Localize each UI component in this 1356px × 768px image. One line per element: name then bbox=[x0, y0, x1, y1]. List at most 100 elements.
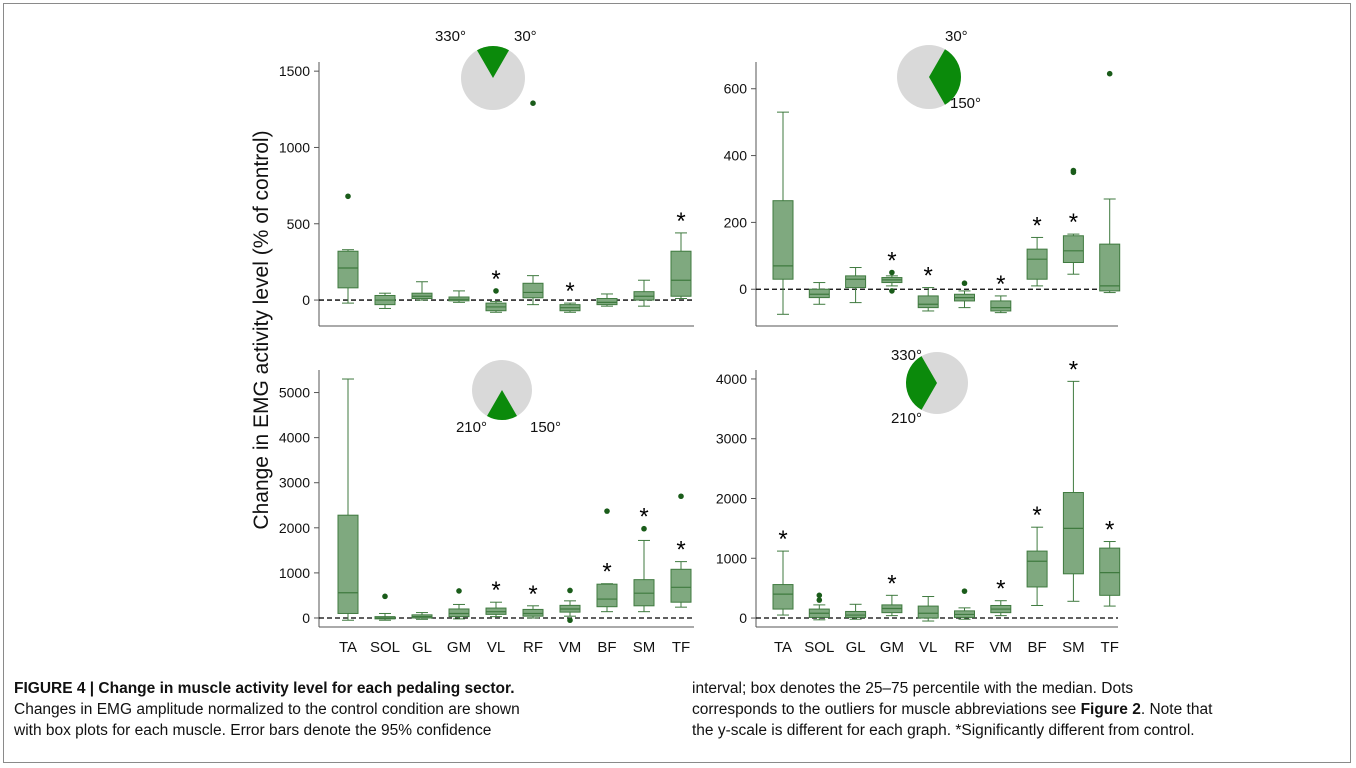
x-tick-label-GL: GL bbox=[412, 639, 432, 656]
significance-asterisk: * bbox=[1069, 356, 1078, 383]
y-tick-label: 500 bbox=[287, 216, 311, 232]
x-tick-label-TA: TA bbox=[774, 639, 792, 656]
box-BF: * bbox=[1026, 212, 1048, 287]
y-tick-label: 3000 bbox=[279, 475, 310, 491]
y-tick-label: 3000 bbox=[716, 431, 747, 447]
outlier-dot bbox=[1106, 70, 1113, 77]
x-tick-label-TF: TF bbox=[672, 639, 690, 656]
y-tick-label: 0 bbox=[302, 292, 310, 308]
iqr-box bbox=[1026, 248, 1048, 280]
sector-pie: 210° 150° bbox=[456, 360, 561, 436]
outlier-dot bbox=[493, 288, 499, 294]
outlier-dot bbox=[530, 100, 536, 107]
significance-asterisk: * bbox=[996, 576, 1005, 603]
box-TF: * bbox=[670, 493, 692, 608]
pie-sector bbox=[477, 45, 509, 78]
panel-top-left: 0 500 1000 1500 * * * 330° 30° bbox=[279, 28, 694, 327]
iqr-box bbox=[772, 584, 794, 610]
iqr-box bbox=[670, 250, 692, 297]
box-BF: * bbox=[1026, 502, 1048, 606]
iqr-box bbox=[1099, 243, 1121, 292]
box-VL: * bbox=[917, 263, 939, 312]
x-tick-label-VL: VL bbox=[919, 639, 937, 656]
pie-sector bbox=[929, 49, 961, 105]
panel-bottom-right: 0 1000 2000 3000 4000 * TA SOL GL * GM VL RF * VM * BF * S… bbox=[716, 347, 1121, 656]
box-SOL bbox=[374, 593, 396, 621]
box-BF bbox=[596, 293, 618, 307]
outlier-dot bbox=[961, 588, 968, 594]
box-VM bbox=[559, 587, 581, 624]
iqr-box bbox=[596, 298, 618, 306]
outlier-dot bbox=[641, 525, 647, 532]
caption-right: interval; box denotes the 25–75 percenti… bbox=[692, 678, 1312, 741]
significance-asterisk: * bbox=[887, 570, 896, 597]
caption-line-5: the y-scale is different for each graph.… bbox=[692, 722, 1195, 739]
outlier-dot bbox=[567, 587, 573, 594]
y-axis-label: Change in EMG activity level (% of contr… bbox=[250, 130, 273, 529]
figure-4-chart: Change in EMG activity level (% of contr… bbox=[250, 28, 1121, 656]
box-TA bbox=[337, 193, 359, 304]
iqr-box bbox=[448, 608, 470, 618]
iqr-box bbox=[522, 282, 544, 299]
y-tick-label: 4000 bbox=[716, 371, 747, 387]
outlier-dot bbox=[604, 508, 610, 514]
y-tick-label: 0 bbox=[302, 610, 310, 626]
box-VM: * bbox=[559, 278, 581, 313]
sector-angle-label: 30° bbox=[514, 28, 537, 45]
box-GL bbox=[845, 603, 867, 620]
y-tick-label: 5000 bbox=[279, 385, 310, 401]
outlier-dot bbox=[678, 493, 684, 500]
sector-angle-label: 150° bbox=[530, 419, 561, 436]
significance-asterisk: * bbox=[1032, 502, 1041, 529]
caption-line-3: interval; box denotes the 25–75 percenti… bbox=[692, 680, 1134, 697]
sector-angle-label: 330° bbox=[435, 28, 466, 45]
box-GL bbox=[411, 281, 433, 301]
x-tick-label-BF: BF bbox=[1028, 639, 1047, 656]
x-tick-label-TF: TF bbox=[1101, 639, 1119, 656]
x-tick-label-GL: GL bbox=[846, 639, 866, 656]
significance-asterisk: * bbox=[996, 271, 1005, 298]
box-VM: * bbox=[990, 576, 1012, 617]
x-tick-label-RF: RF bbox=[955, 639, 975, 656]
box-GM: * bbox=[881, 248, 903, 294]
box-VL: * bbox=[485, 577, 507, 618]
x-tick-label-VM: VM bbox=[990, 639, 1013, 656]
pie-sector bbox=[487, 390, 517, 421]
x-tick-label-VM: VM bbox=[559, 639, 582, 656]
caption-line-2: with box plots for each muscle. Error ba… bbox=[14, 722, 492, 739]
sector-angle-label: 330° bbox=[891, 347, 922, 364]
y-tick-label: 2000 bbox=[716, 491, 747, 507]
box-SOL bbox=[808, 282, 830, 305]
significance-asterisk: * bbox=[1069, 209, 1078, 236]
box-TA: * bbox=[772, 526, 794, 616]
outlier-dot bbox=[567, 617, 573, 624]
caption-line-4: corresponds to the outliers for muscle a… bbox=[692, 699, 1312, 720]
iqr-box bbox=[522, 608, 544, 617]
outlier-dot bbox=[961, 280, 968, 287]
box-BF: * bbox=[596, 508, 618, 613]
outlier-dot bbox=[1070, 167, 1077, 174]
significance-asterisk: * bbox=[565, 278, 574, 305]
significance-asterisk: * bbox=[887, 248, 896, 275]
box-VL: * bbox=[485, 266, 507, 313]
x-tick-label-VL: VL bbox=[487, 639, 505, 656]
outlier-dot bbox=[816, 597, 823, 603]
x-tick-label-GM: GM bbox=[447, 639, 471, 656]
iqr-box bbox=[1026, 550, 1048, 588]
box-SM: * bbox=[1062, 167, 1084, 275]
outlier-dot bbox=[889, 269, 895, 276]
y-tick-label: 200 bbox=[724, 214, 748, 230]
x-tick-label-SOL: SOL bbox=[370, 639, 400, 656]
sector-pie: 330° 30° bbox=[435, 28, 537, 110]
significance-asterisk: * bbox=[924, 263, 933, 290]
y-tick-label: 2000 bbox=[279, 520, 310, 536]
box-TF: * bbox=[670, 208, 692, 300]
box-RF: * bbox=[522, 581, 544, 619]
y-tick-label: 4000 bbox=[279, 430, 310, 446]
x-tick-label-TA: TA bbox=[339, 639, 357, 656]
box-GL bbox=[411, 612, 433, 620]
box-SM: * bbox=[633, 504, 655, 613]
iqr-box bbox=[845, 275, 867, 289]
x-tick-label-BF: BF bbox=[597, 639, 616, 656]
y-tick-label: 1000 bbox=[716, 550, 747, 566]
